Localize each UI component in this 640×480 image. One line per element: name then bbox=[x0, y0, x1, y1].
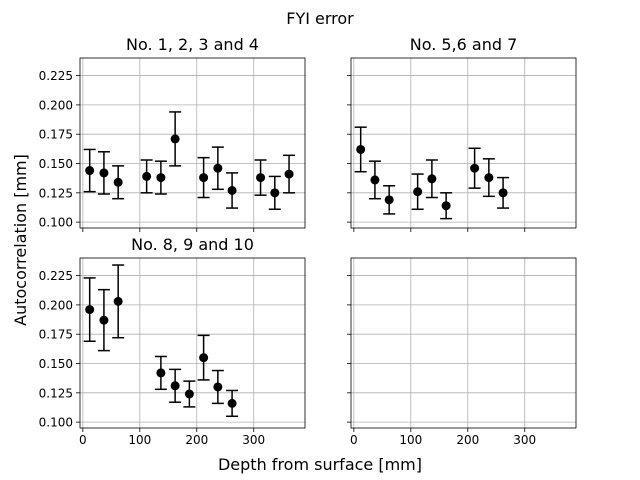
subplot-title: No. 5,6 and 7 bbox=[410, 35, 518, 54]
y-axis-label: Autocorrelation [mm] bbox=[11, 154, 30, 326]
y-tick-label: 0.100 bbox=[39, 216, 73, 230]
data-point bbox=[99, 315, 109, 325]
y-tick-label: 0.150 bbox=[39, 357, 73, 371]
data-point bbox=[227, 185, 237, 195]
x-tick-label: 200 bbox=[185, 433, 208, 447]
data-point bbox=[227, 398, 237, 408]
data-point bbox=[113, 177, 123, 187]
data-point bbox=[356, 144, 366, 154]
subplot-3: 0 100 200 300 0.100 0.125 0.150 0.175 0.200 0.225… bbox=[39, 235, 306, 447]
data-point bbox=[470, 163, 480, 173]
plot-frame bbox=[350, 257, 577, 429]
data-point bbox=[85, 305, 95, 315]
subplot-1: 0.100 0.125 0.150 0.175 0.200 0.225 No. 1, 2, … bbox=[39, 35, 306, 232]
y-tick-label: 0.175 bbox=[39, 128, 73, 142]
data-point bbox=[113, 296, 123, 306]
data-point bbox=[498, 188, 508, 198]
data-point bbox=[142, 171, 152, 181]
plot-area bbox=[351, 258, 576, 428]
data-point bbox=[170, 134, 180, 144]
x-tick-label: 100 bbox=[399, 433, 422, 447]
data-point bbox=[427, 174, 437, 184]
plot-area bbox=[351, 58, 576, 228]
x-tick-label: 0 bbox=[350, 433, 358, 447]
x-tick-label: 300 bbox=[513, 433, 536, 447]
plot-frame bbox=[79, 57, 306, 229]
subplot-2: No. 5,6 and 7 bbox=[347, 35, 577, 232]
data-point bbox=[170, 381, 180, 391]
y-tick-label: 0.225 bbox=[39, 269, 73, 283]
data-point bbox=[156, 173, 166, 183]
data-point bbox=[213, 382, 223, 392]
y-tick-label: 0.100 bbox=[39, 416, 73, 430]
x-tick-label: 300 bbox=[242, 433, 265, 447]
figure-title: FYI error bbox=[286, 9, 354, 28]
plot-frame bbox=[79, 257, 306, 429]
subplots: 0.100 0.125 0.150 0.175 0.200 0.225 No. 1, 2, … bbox=[39, 35, 577, 447]
subplot-4: 0 100 200 300 bbox=[347, 257, 577, 447]
y-tick-label: 0.175 bbox=[39, 328, 73, 342]
y-tick-label: 0.125 bbox=[39, 186, 73, 200]
data-point bbox=[370, 175, 380, 185]
data-point bbox=[484, 173, 494, 183]
y-tick-label: 0.125 bbox=[39, 386, 73, 400]
data-point bbox=[256, 173, 266, 183]
x-tick-label: 100 bbox=[128, 433, 151, 447]
subplot-title: No. 1, 2, 3 and 4 bbox=[126, 35, 259, 54]
data-point bbox=[413, 187, 423, 197]
y-tick-label: 0.225 bbox=[39, 69, 73, 83]
plot-area bbox=[80, 58, 305, 228]
x-tick-label: 0 bbox=[79, 433, 87, 447]
x-tick-label: 200 bbox=[456, 433, 479, 447]
data-point bbox=[384, 195, 394, 205]
plot-frame bbox=[350, 57, 577, 229]
y-tick-label: 0.200 bbox=[39, 298, 73, 312]
data-point bbox=[441, 201, 451, 211]
data-point bbox=[99, 168, 109, 178]
data-point bbox=[85, 166, 95, 176]
y-tick-label: 0.200 bbox=[39, 98, 73, 112]
plot-area bbox=[80, 258, 305, 428]
data-point bbox=[156, 368, 166, 378]
data-point bbox=[270, 188, 280, 198]
data-point bbox=[213, 163, 223, 173]
y-tick-label: 0.150 bbox=[39, 157, 73, 171]
data-point bbox=[284, 169, 294, 179]
data-point bbox=[199, 173, 209, 183]
data-point bbox=[184, 389, 194, 399]
x-axis-label: Depth from surface [mm] bbox=[218, 455, 422, 474]
data-point bbox=[199, 353, 209, 363]
subplot-title: No. 8, 9 and 10 bbox=[131, 235, 254, 254]
